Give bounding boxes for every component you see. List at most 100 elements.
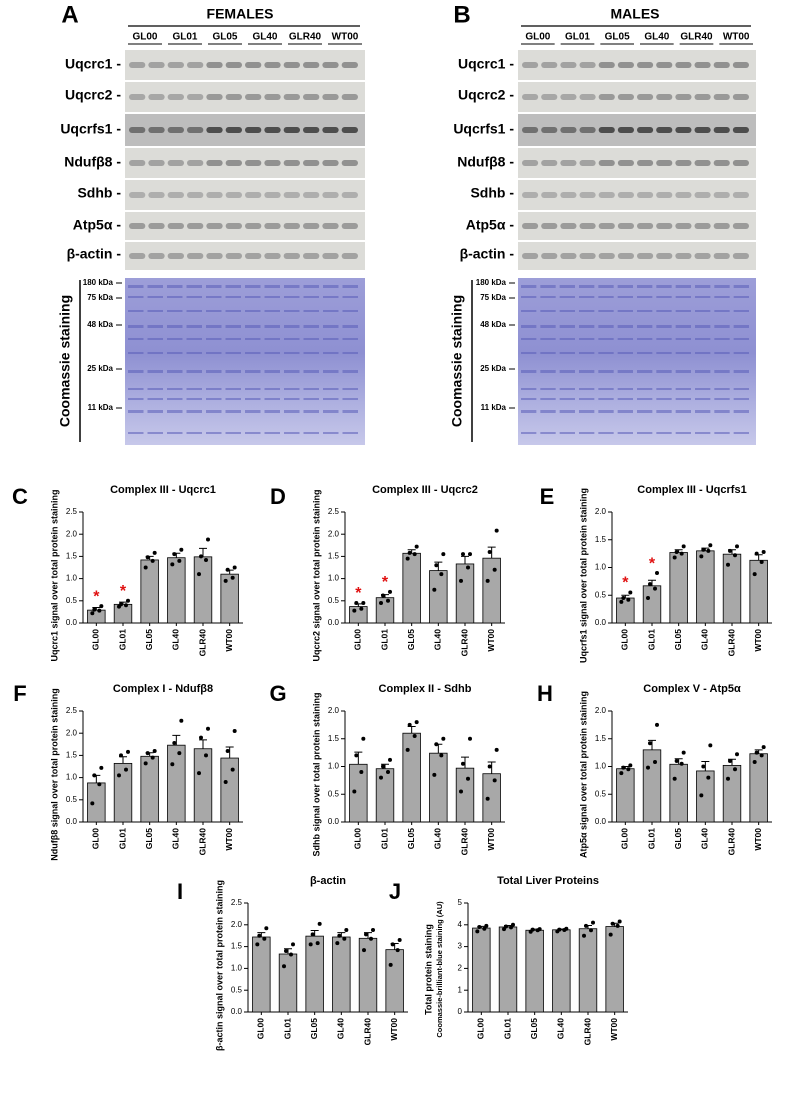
blot-band bbox=[675, 127, 692, 133]
blot-band bbox=[187, 223, 204, 229]
gel-band bbox=[675, 370, 691, 373]
error-bar bbox=[407, 549, 416, 554]
gel-band bbox=[598, 370, 614, 373]
blot-band bbox=[264, 253, 281, 259]
gel-band bbox=[186, 398, 202, 400]
y-tick-label: 1.0 bbox=[66, 773, 78, 782]
data-point bbox=[468, 552, 472, 557]
x-tick-label: GL00 bbox=[476, 1018, 486, 1040]
gel-band bbox=[225, 310, 241, 312]
data-point bbox=[386, 770, 390, 775]
x-tick-label: GL40 bbox=[171, 629, 181, 651]
gel-band bbox=[540, 296, 556, 298]
blot-band bbox=[225, 62, 242, 68]
blot-band bbox=[341, 62, 358, 68]
gel-band bbox=[675, 338, 691, 340]
gel-band bbox=[617, 388, 633, 390]
gel-label: Coomassie staining bbox=[57, 295, 73, 427]
blot-band bbox=[303, 127, 320, 133]
gel-band bbox=[303, 338, 319, 340]
y-tick-label: 0.5 bbox=[595, 590, 607, 599]
blot-band bbox=[598, 192, 615, 198]
protein-label: Ndufβ8 - bbox=[457, 154, 514, 170]
x-tick-label: GL05 bbox=[406, 828, 416, 850]
x-tick-label: GLR40 bbox=[459, 828, 469, 856]
data-point bbox=[362, 948, 366, 953]
data-point bbox=[97, 608, 102, 613]
blot-band bbox=[245, 192, 262, 198]
data-point bbox=[484, 923, 489, 928]
data-point bbox=[388, 757, 392, 762]
lane-label: GL01 bbox=[172, 32, 197, 43]
x-tick-label: GL05 bbox=[673, 828, 683, 850]
data-point bbox=[388, 962, 393, 967]
blot-band bbox=[225, 127, 242, 133]
error-bar bbox=[337, 932, 346, 938]
blot-band bbox=[579, 192, 596, 198]
data-point bbox=[92, 607, 97, 612]
gel-band bbox=[284, 410, 300, 413]
data-point bbox=[759, 753, 764, 758]
gel-band bbox=[264, 398, 280, 400]
data-point bbox=[291, 942, 295, 947]
data-point bbox=[439, 753, 444, 758]
x-tick-label: GL05 bbox=[144, 629, 154, 651]
bar bbox=[696, 550, 715, 624]
blot-band bbox=[264, 160, 281, 166]
gel-band bbox=[186, 352, 202, 354]
data-point bbox=[379, 601, 383, 606]
blot-band bbox=[713, 192, 730, 198]
protein-label: Sdhb - bbox=[470, 185, 514, 201]
chart-letter: F bbox=[13, 681, 26, 706]
significance-mark: * bbox=[120, 583, 127, 600]
gel-band bbox=[264, 388, 280, 390]
error-bar bbox=[257, 932, 266, 938]
y-axis-label: Coomassie-brilliant-blue staining (AU) bbox=[435, 901, 444, 1038]
bar bbox=[305, 935, 324, 1013]
gel-band bbox=[559, 398, 575, 400]
blot-band bbox=[129, 62, 146, 68]
data-point bbox=[728, 548, 732, 553]
gel-band bbox=[225, 285, 241, 288]
data-point bbox=[735, 544, 739, 549]
blot-band bbox=[560, 253, 577, 259]
x-tick-label: GL05 bbox=[309, 1018, 319, 1040]
gel-band bbox=[579, 388, 595, 390]
y-tick-label: 0.0 bbox=[66, 618, 78, 627]
gel-band bbox=[714, 432, 730, 434]
gel-band bbox=[167, 325, 183, 328]
error-bar bbox=[310, 929, 319, 937]
data-point bbox=[124, 603, 128, 608]
data-point bbox=[754, 750, 759, 755]
data-point bbox=[90, 801, 95, 806]
y-axis-label: Uqcrfs1 signal over total protein staini… bbox=[578, 488, 588, 663]
x-tick-label: GLR40 bbox=[582, 1018, 592, 1046]
gel-band bbox=[521, 310, 537, 312]
gel-band bbox=[540, 352, 556, 354]
blot-band bbox=[732, 223, 749, 229]
kda-label: 25 kDa bbox=[87, 364, 113, 373]
data-point bbox=[441, 736, 446, 741]
gel-band bbox=[245, 296, 261, 298]
gel-band bbox=[733, 338, 749, 340]
bar bbox=[498, 926, 518, 1013]
bar bbox=[167, 557, 186, 624]
blot-band bbox=[322, 160, 339, 166]
gel-band bbox=[675, 325, 691, 328]
gel-band bbox=[342, 310, 358, 312]
gel-band bbox=[303, 370, 319, 373]
gel-band bbox=[264, 296, 280, 298]
blot-band bbox=[187, 253, 204, 259]
data-point bbox=[119, 602, 123, 607]
blot-title: FEMALES bbox=[207, 6, 274, 22]
gel-band bbox=[559, 285, 575, 288]
gel-label: Coomassie staining bbox=[449, 295, 465, 427]
data-point bbox=[284, 948, 288, 953]
error-bar bbox=[674, 758, 683, 765]
data-point bbox=[759, 559, 764, 564]
gel-band bbox=[733, 352, 749, 354]
blot-band bbox=[148, 192, 165, 198]
data-point bbox=[461, 552, 465, 557]
error-bar bbox=[407, 726, 416, 734]
blot-band bbox=[206, 160, 223, 166]
